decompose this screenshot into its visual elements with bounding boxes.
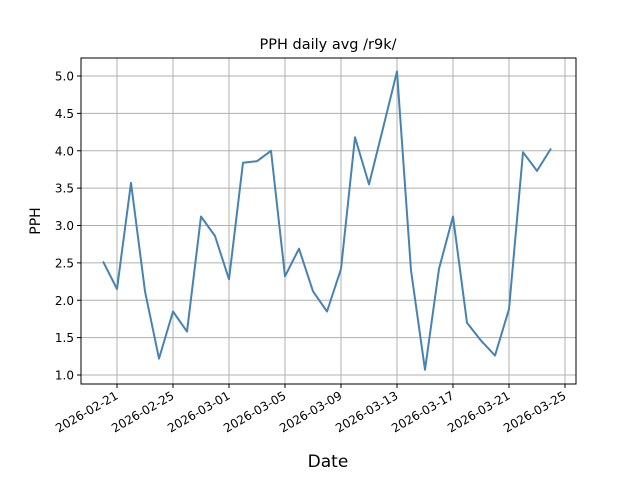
x-tick-label: 2026-03-05 <box>221 388 288 435</box>
x-tick-label: 2026-03-25 <box>501 388 568 435</box>
y-tick-label: 3.5 <box>55 182 74 196</box>
y-tick-label: 5.0 <box>55 70 74 84</box>
x-axis-ticks: 2026-02-212026-02-252026-03-012026-03-05… <box>53 384 569 435</box>
plot-frame <box>80 57 577 385</box>
x-tick-label: 2026-03-01 <box>165 388 232 435</box>
y-tick-label: 4.0 <box>55 144 74 158</box>
y-axis-ticks: 1.0 1.5 2.0 2.5 3.0 3.5 4.0 4.5 5.0 <box>55 70 81 383</box>
y-tick-label: 3.0 <box>55 219 74 233</box>
x-tick-label: 2026-02-25 <box>109 388 176 435</box>
y-tick-label: 1.0 <box>55 369 74 383</box>
y-tick-label: 4.5 <box>55 107 74 121</box>
data-series-line <box>102 70 552 371</box>
y-tick-label: 2.0 <box>55 294 74 308</box>
chart-title: PPH daily avg /r9k/ <box>260 37 397 53</box>
x-tick-label: 2026-03-09 <box>277 388 344 435</box>
x-tick-label: 2026-03-21 <box>445 388 512 435</box>
y-tick-label: 1.5 <box>55 331 74 345</box>
x-tick-label: 2026-03-17 <box>389 388 456 435</box>
y-axis-label: PPH <box>28 207 44 234</box>
y-tick-label: 2.5 <box>55 256 74 270</box>
x-tick-label: 2026-03-13 <box>333 388 400 435</box>
grid-lines <box>81 58 576 384</box>
x-tick-label: 2026-02-21 <box>53 388 120 435</box>
x-axis-label: Date <box>308 452 349 472</box>
